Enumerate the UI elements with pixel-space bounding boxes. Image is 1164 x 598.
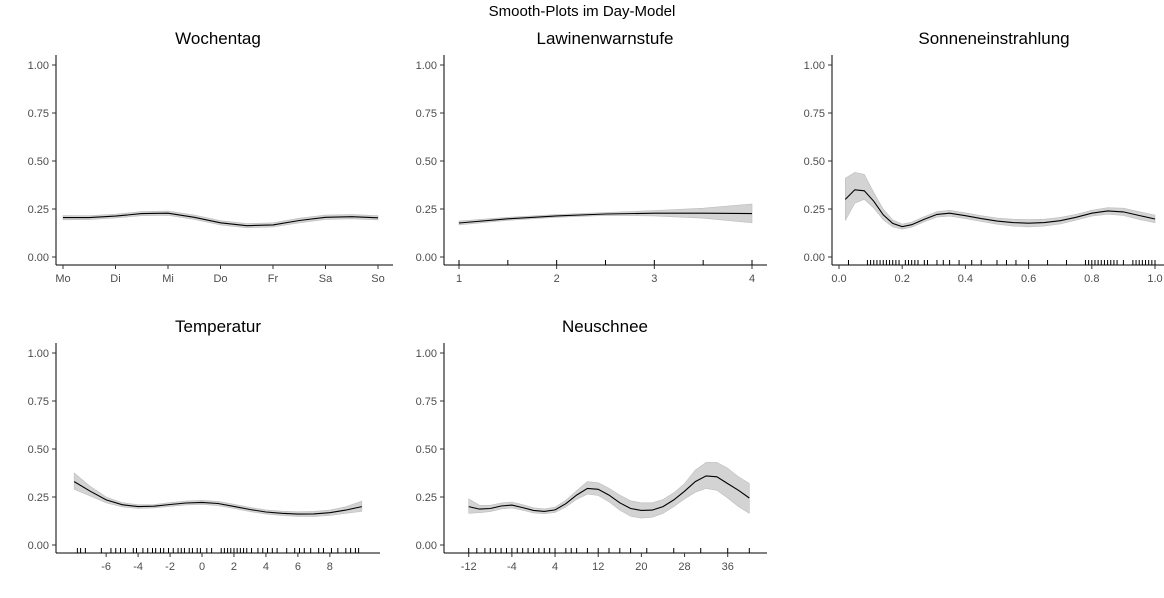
x-tick-label: Do	[213, 273, 227, 285]
confidence-band	[73, 472, 363, 517]
x-tick-label: 3	[651, 273, 657, 285]
y-tick-label: 0.25	[416, 492, 437, 504]
panel-sonneneinstrahlung: Sonneneinstrahlung 0.00 0.25 0.50 0.75 1.00 0.…	[804, 29, 1164, 285]
x-tick-label: 2	[554, 273, 560, 285]
x-tick-label: 4	[749, 273, 755, 285]
y-tick-label: 0.75	[28, 396, 49, 408]
panel-neuschnee: Neuschnee 0.00 0.25 0.50 0.75 1.00 -12 -4 4 12 20 2…	[416, 317, 767, 573]
x-tick-label: 8	[327, 561, 333, 573]
x-tick-label: So	[371, 273, 384, 285]
confidence-band	[845, 172, 1156, 230]
x-tick-label: Mi	[162, 273, 174, 285]
y-tick-label: 0.00	[28, 252, 49, 264]
x-tick-label: 1	[456, 273, 462, 285]
x-tick-label: Fr	[268, 273, 279, 285]
y-tick-label: 0.25	[28, 492, 49, 504]
y-tick-label: 1.00	[416, 60, 437, 72]
x-tick-label: -4	[507, 561, 517, 573]
x-tick-label: 12	[592, 561, 604, 573]
y-tick-label: 0.00	[28, 540, 49, 552]
x-tick-label: -2	[165, 561, 175, 573]
y-tick-label: 0.00	[416, 540, 437, 552]
x-tick-label: 4	[552, 561, 558, 573]
y-tick-label: 0.50	[416, 444, 437, 456]
x-tick-label: 0.0	[831, 273, 846, 285]
y-tick-label: 1.00	[804, 60, 825, 72]
y-tick-label: 0.25	[804, 204, 825, 216]
panel-title: Neuschnee	[562, 317, 648, 336]
x-tick-label: 0.2	[895, 273, 910, 285]
smooth-line	[63, 212, 379, 227]
panel-title: Lawinenwarnstufe	[536, 29, 673, 48]
y-tick-label: 0.75	[416, 396, 437, 408]
x-tick-label: 4	[263, 561, 269, 573]
y-tick-label: 0.25	[416, 204, 437, 216]
x-tick-label: -6	[101, 561, 111, 573]
y-tick-label: 0.50	[804, 156, 825, 168]
x-tick-label: Di	[110, 273, 120, 285]
smooth-line	[73, 481, 362, 515]
y-tick-label: 0.00	[416, 252, 437, 264]
y-tick-label: 0.50	[416, 156, 437, 168]
y-tick-label: 0.25	[28, 204, 49, 216]
x-tick-label: 0.4	[958, 273, 973, 285]
x-tick-label: Mo	[55, 273, 70, 285]
x-tick-label: 1.0	[1147, 273, 1162, 285]
smooth-line	[458, 212, 753, 224]
x-tick-label: 0	[199, 561, 205, 573]
confidence-band	[62, 210, 379, 229]
panel-title: Temperatur	[175, 317, 261, 336]
x-tick-label: 20	[635, 561, 647, 573]
y-tick-label: 0.50	[28, 444, 49, 456]
panel-wochentag: Wochentag 0.00 0.25 0.50 0.75 1.00 Mo Di Mi Do Fr S…	[28, 29, 393, 285]
x-tick-label: 36	[722, 561, 734, 573]
y-tick-label: 1.00	[28, 348, 49, 360]
x-tick-label: 2	[231, 561, 237, 573]
figure-title: Smooth-Plots im Day-Model	[488, 3, 676, 20]
smooth-line	[844, 189, 1156, 228]
x-tick-label: Sa	[319, 273, 333, 285]
x-tick-label: 6	[295, 561, 301, 573]
y-tick-label: 1.00	[28, 60, 49, 72]
y-tick-label: 1.00	[416, 348, 437, 360]
y-tick-label: 0.75	[416, 108, 437, 120]
x-tick-label: -12	[461, 561, 477, 573]
y-tick-label: 0.50	[28, 156, 49, 168]
smooth-line	[468, 475, 750, 512]
panel-temperatur: Temperatur 0.00 0.25 0.50 0.75 1.00 -6 -4 -2 0 2 4 6…	[28, 317, 380, 573]
panel-lawinenwarnstufe: Lawinenwarnstufe 0.00 0.25 0.50 0.75 1.00 1 2 3 4	[416, 29, 767, 285]
x-tick-label: -4	[133, 561, 143, 573]
x-tick-label: 0.8	[1084, 273, 1099, 285]
y-tick-label: 0.75	[28, 108, 49, 120]
x-tick-label: 0.6	[1021, 273, 1036, 285]
panel-title: Sonneneinstrahlung	[918, 29, 1069, 48]
x-tick-label: 28	[678, 561, 690, 573]
y-tick-label: 0.75	[804, 108, 825, 120]
confidence-band	[468, 462, 750, 519]
y-tick-label: 0.00	[804, 252, 825, 264]
panel-title: Wochentag	[175, 29, 261, 48]
